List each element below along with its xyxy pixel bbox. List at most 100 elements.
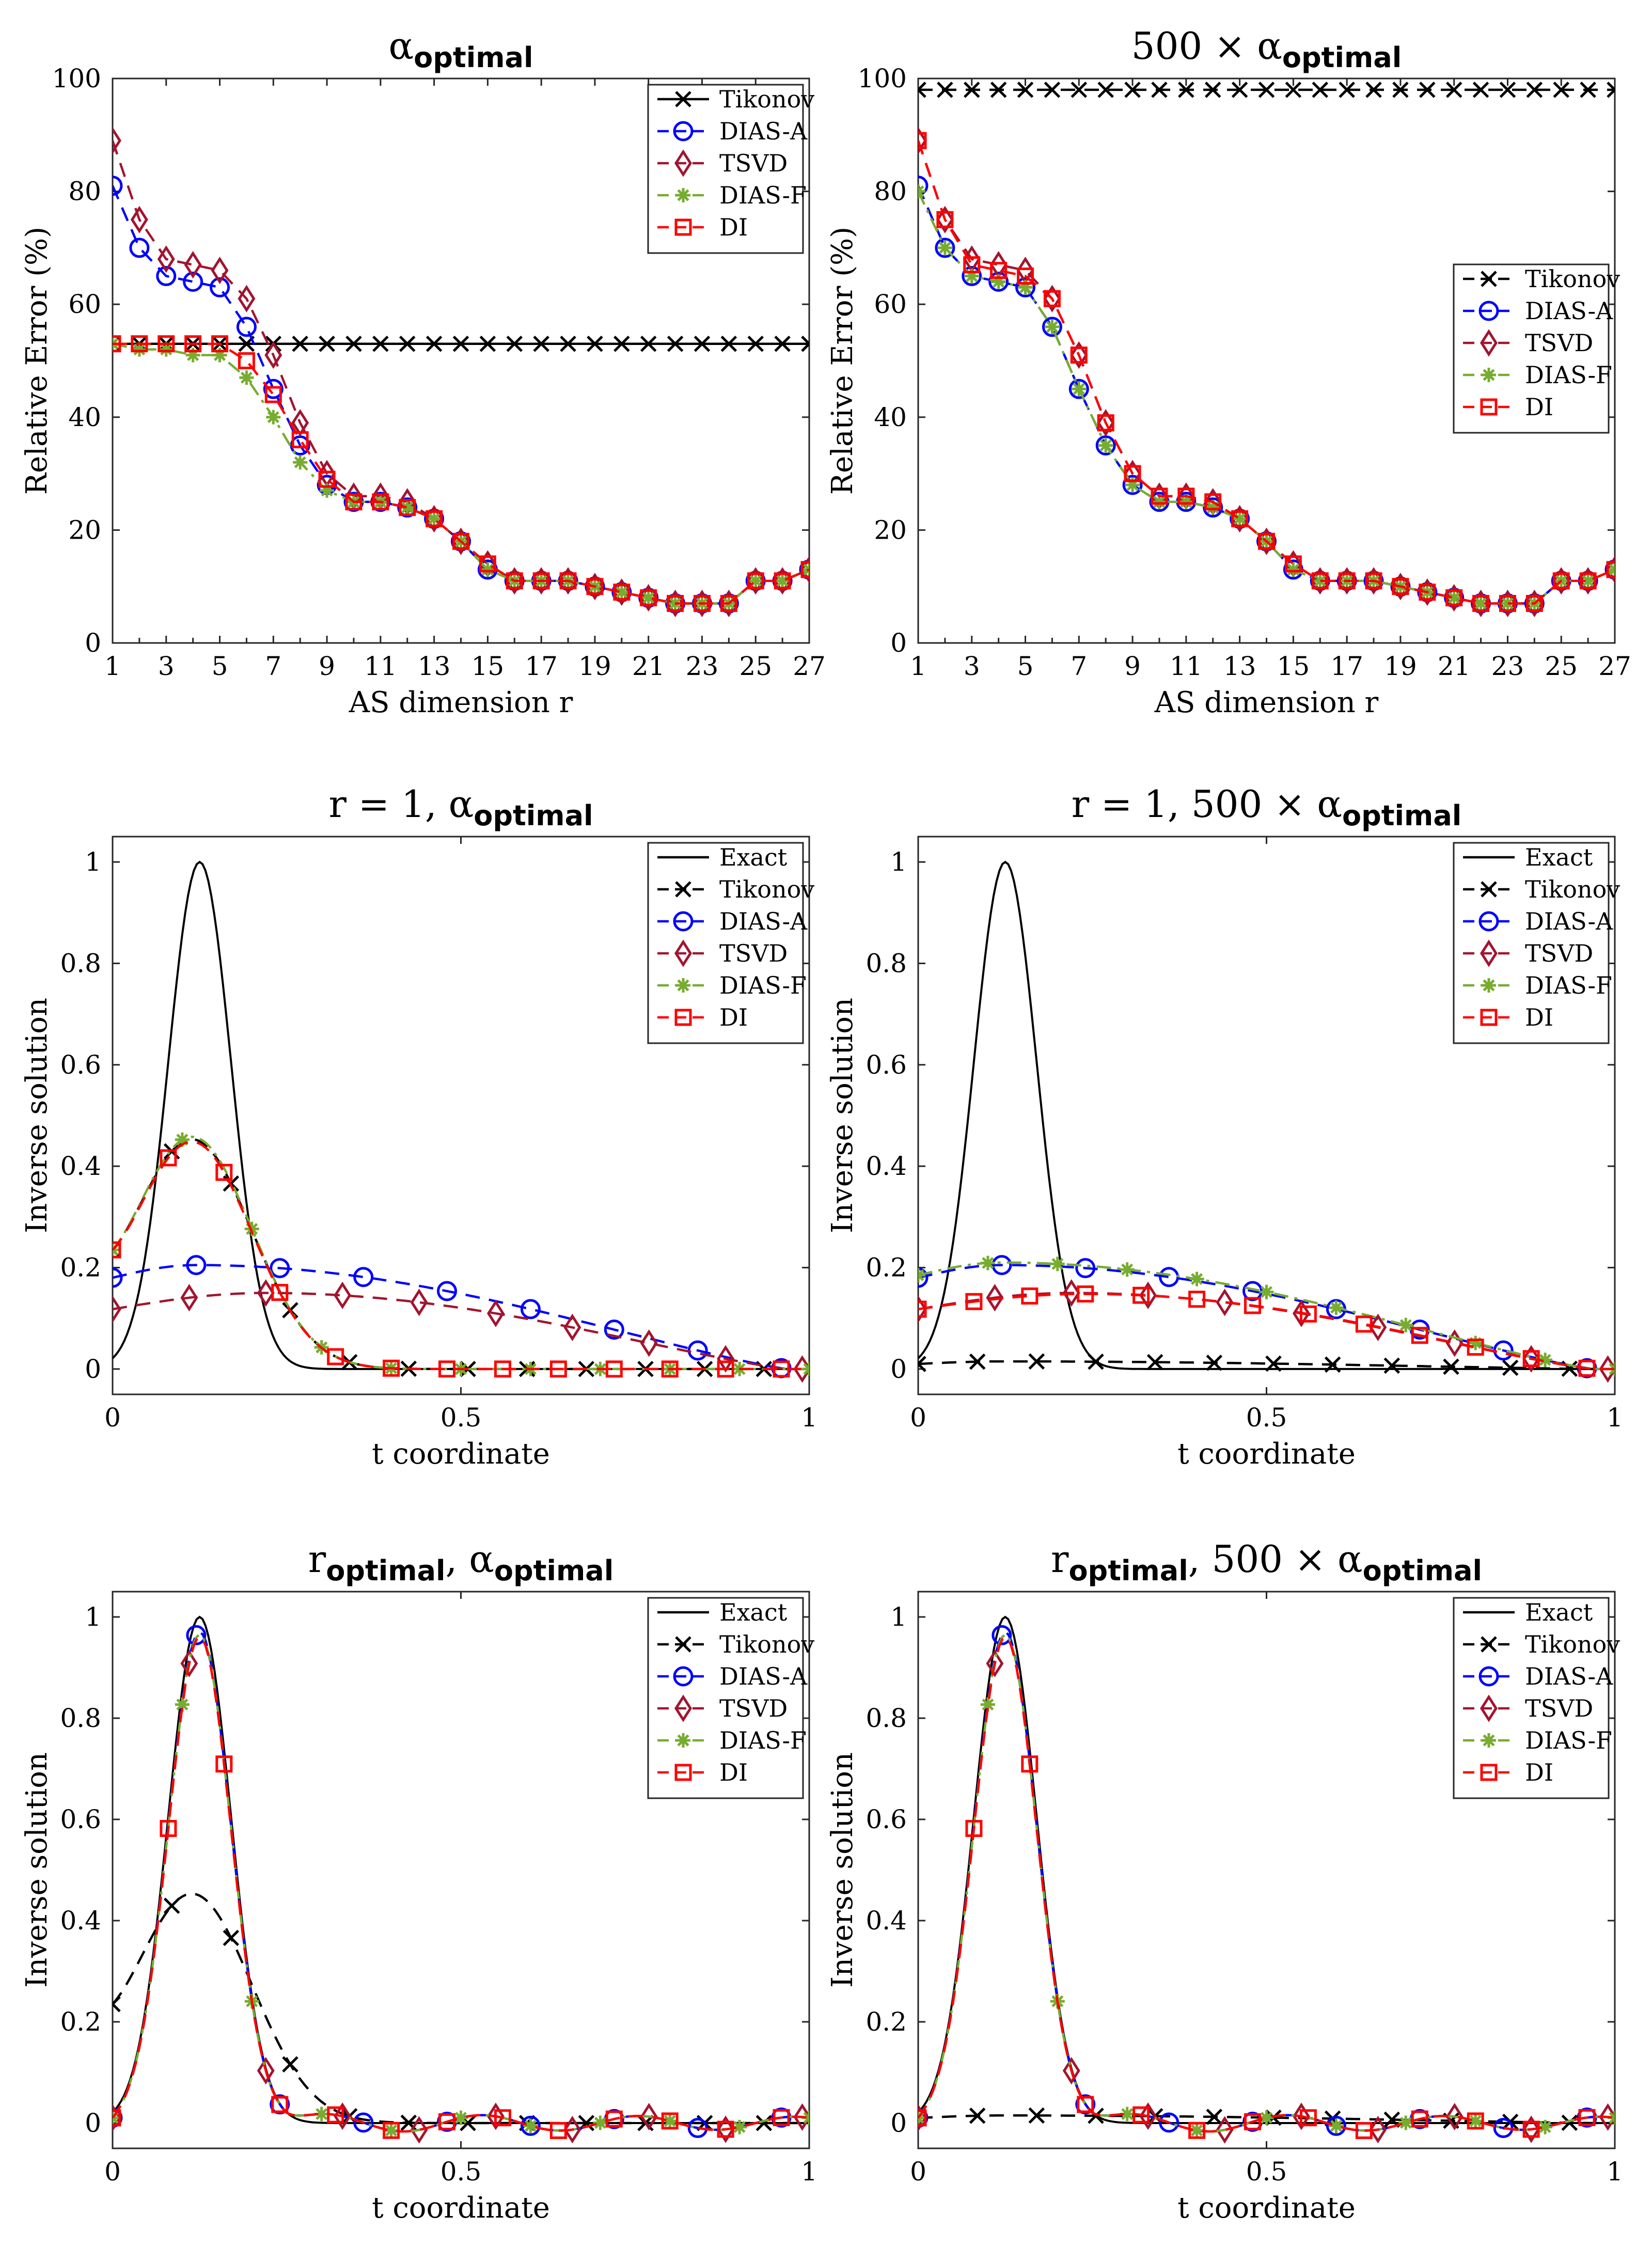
marker-tsvd: [184, 251, 202, 279]
legend-marker: [675, 1636, 691, 1653]
marker-dias-a: [585, 576, 605, 597]
marker-tikonov: [163, 1897, 180, 1914]
legend-marker: [1480, 1009, 1498, 1026]
marker-di: [215, 1755, 233, 1773]
marker-di: [1411, 1327, 1428, 1344]
marker-dias-a: [156, 266, 177, 287]
marker-dias-f: [1125, 477, 1140, 492]
line-di: [113, 342, 809, 605]
marker-di: [271, 1284, 289, 1301]
y-axis-label: Inverse solution: [826, 1752, 859, 1988]
marker-dias-f: [1500, 596, 1515, 611]
marker-tikonov: [1580, 82, 1596, 98]
marker-di: [1188, 2122, 1206, 2139]
marker-tikonov: [292, 335, 308, 352]
marker-tikonov: [372, 335, 389, 352]
y-tick-label: 0.6: [60, 1050, 101, 1080]
marker-dias-f: [980, 1255, 995, 1270]
line-di: [918, 1636, 1615, 2133]
marker-tsvd: [1522, 1345, 1540, 1373]
legend-box: [647, 842, 804, 1044]
marker-di: [605, 1360, 623, 1378]
marker-dias-a: [718, 593, 739, 614]
y-tick-label: 0.8: [60, 948, 101, 978]
marker-di: [1419, 584, 1436, 601]
marker-di: [160, 1820, 177, 1837]
marker-tikonov: [452, 335, 469, 352]
marker-dias-f: [1286, 562, 1301, 577]
title-part: r: [1051, 1537, 1069, 1581]
marker-di: [661, 2112, 679, 2130]
panel-5: 0 0.5 1 0 0.2 0.4 0.6 0.8 1 t coordinate Inverse s…: [20, 1537, 817, 2225]
marker-di: [1578, 2109, 1596, 2126]
marker-dias-a: [113, 1267, 123, 1288]
marker-dias-a: [1075, 1258, 1096, 1279]
marker-di: [1355, 1315, 1373, 1333]
y-tick-label: 0.6: [60, 1804, 101, 1834]
marker-dias-a: [1493, 2118, 1514, 2139]
marker-tikonov: [587, 335, 603, 352]
marker-tikonov: [345, 335, 362, 352]
legend-marker: [1482, 368, 1496, 382]
marker-dias-a: [113, 2108, 123, 2128]
legend-box: [647, 1597, 804, 1799]
x-axis-label: t coordinate: [1177, 2191, 1356, 2225]
legend-label: DIAS-F: [719, 181, 807, 209]
marker-di: [1077, 2096, 1094, 2113]
marker-di: [1499, 594, 1516, 612]
marker-tsvd: [264, 341, 282, 369]
marker-tsvd: [1070, 341, 1088, 369]
marker-dias-f: [1050, 1256, 1065, 1271]
marker-dias-a: [183, 271, 203, 292]
marker-dias-a: [186, 1625, 207, 1645]
line-di: [113, 1140, 809, 1371]
marker-di: [113, 1241, 121, 1259]
marker-dias-f: [175, 1132, 190, 1147]
legend-marker: [1478, 1666, 1499, 1687]
y-tick-label: 20: [874, 515, 907, 545]
marker-dias-a: [1390, 576, 1411, 597]
marker-tikonov: [1231, 82, 1248, 98]
legend-box: [647, 84, 804, 254]
marker-tikonov: [399, 335, 416, 352]
marker-dias-f: [593, 2115, 608, 2130]
x-tick-label: 5: [1017, 651, 1034, 681]
x-tick-label: 13: [418, 651, 451, 681]
y-tick-label: 0.4: [866, 1151, 907, 1181]
legend-label: Tikonov: [1525, 875, 1620, 903]
marker-di: [211, 335, 229, 353]
x-tick-label: 19: [578, 651, 611, 681]
legend-marker: [676, 978, 690, 993]
marker-tikonov: [1365, 82, 1382, 98]
marker-dias-f: [663, 2113, 678, 2128]
marker-tikonov: [918, 82, 926, 98]
marker-tikonov: [1204, 82, 1221, 98]
y-tick-label: 20: [68, 515, 101, 545]
marker-tikonov: [1499, 82, 1516, 98]
marker-di: [1021, 1287, 1039, 1305]
marker-di: [1077, 1285, 1094, 1303]
marker-di: [506, 572, 523, 590]
marker-di: [113, 2109, 121, 2127]
marker-tikonov: [426, 335, 443, 352]
marker-di: [438, 2113, 456, 2131]
marker-dias-a: [611, 582, 632, 603]
marker-di: [291, 431, 309, 449]
x-tick-label: 25: [1545, 651, 1578, 681]
marker-tsvd: [334, 1281, 352, 1309]
marker-tikonov: [1312, 82, 1329, 98]
x-tick-label: 23: [1491, 651, 1524, 681]
title-part: r: [308, 1537, 326, 1581]
y-tick-label: 80: [874, 177, 907, 207]
title-part: α: [449, 782, 474, 826]
panel-4: 0 0.5 1 0 0.2 0.4 0.6 0.8 1 t coordinate Inverse s…: [826, 782, 1623, 1471]
marker-tikonov: [1339, 82, 1355, 98]
marker-dias-a: [1075, 2094, 1096, 2115]
x-tick-label: 7: [265, 651, 281, 681]
legend-label: DI: [1525, 1758, 1553, 1786]
marker-dias-f: [314, 2107, 329, 2122]
legend: Exact Tikonov DIAS-A TSVD DIAS-F DI: [1453, 842, 1620, 1044]
marker-tsvd: [1062, 1279, 1080, 1307]
marker-di: [1522, 2120, 1540, 2138]
legend-label: DI: [719, 1758, 748, 1786]
